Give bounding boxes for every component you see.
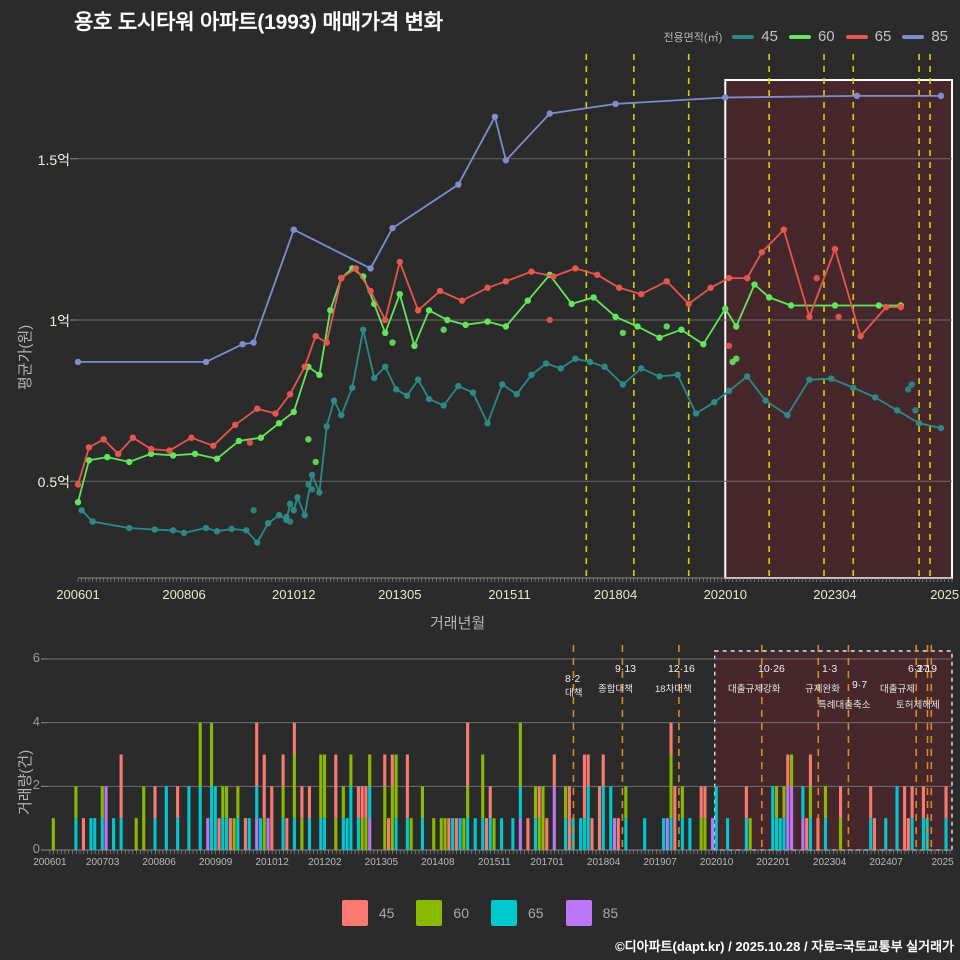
bar-x-tick-15: 202407 bbox=[869, 857, 903, 868]
legend-bottom-item-85: 85 bbox=[565, 900, 619, 926]
line-scatter-points bbox=[246, 274, 919, 525]
bar-x-tick-9: 201701 bbox=[530, 857, 564, 868]
bar-x-tick-5: 201202 bbox=[308, 857, 342, 868]
line-x-tick-8: 2025 bbox=[930, 587, 960, 602]
legend-top-title: 전용면적(㎡) bbox=[663, 31, 723, 44]
legend-bottom-swatch-60 bbox=[416, 900, 443, 926]
line-x-tick-3: 201305 bbox=[378, 587, 422, 602]
line-x-tick-6: 202010 bbox=[703, 587, 747, 602]
bar-x-tick-2: 200806 bbox=[142, 857, 176, 868]
legend-bottom-swatch-65 bbox=[491, 900, 517, 926]
bar-x-tick-11: 201907 bbox=[643, 857, 677, 868]
bar-x-tick-8: 201511 bbox=[478, 857, 511, 868]
legend-bottom-label-65: 65 bbox=[528, 905, 544, 921]
line-series-45 bbox=[78, 326, 945, 546]
annotation-date-6: 3·19 bbox=[916, 663, 938, 675]
legend-label-45: 45 bbox=[761, 28, 778, 45]
line-series-65 bbox=[74, 226, 905, 488]
annotation-label-4: 규제완화 bbox=[805, 684, 840, 695]
line-y-tick-2: 1.5억 bbox=[37, 151, 70, 168]
annotation-label-3: 대출규제강화 bbox=[728, 684, 781, 695]
annotation-label-7: 대출규제 bbox=[880, 684, 915, 695]
legend-label-65: 65 bbox=[874, 28, 892, 45]
bar-x-tick-14: 202304 bbox=[812, 857, 847, 868]
line-x-tick-4: 201511 bbox=[488, 587, 531, 602]
legend-swatch-60 bbox=[788, 34, 811, 39]
line-y-tick-1: 1억 bbox=[49, 313, 70, 329]
annotation-label-2: 18차대책 bbox=[655, 684, 692, 695]
volume-bar-chart bbox=[0, 645, 960, 895]
legend-bottom-item-60: 60 bbox=[416, 900, 469, 926]
annotation-label-1: 종합대책 bbox=[598, 684, 633, 695]
bar-x-tick-4: 201012 bbox=[255, 857, 289, 868]
page-title: 용호 도시타워 아파트(1993) 매매가격 변화 bbox=[74, 11, 443, 34]
annotation-label-5: 특례대출축소 bbox=[818, 700, 871, 711]
bar-x-tick-10: 201804 bbox=[586, 857, 621, 868]
line-x-tick-5: 201804 bbox=[593, 587, 638, 602]
bar-x-tick-6: 201305 bbox=[364, 857, 399, 868]
bar-x-tick-13: 202201 bbox=[756, 857, 790, 868]
legend-swatch-85 bbox=[902, 34, 925, 39]
price-line-chart bbox=[70, 54, 953, 582]
bar-y-tick-2: 4 bbox=[32, 713, 40, 729]
legend-label-60: 60 bbox=[817, 28, 835, 45]
bar-x-tick-12: 202010 bbox=[699, 857, 734, 868]
annotation-date-1: 9·13 bbox=[615, 663, 637, 675]
bar-y-tick-3: 6 bbox=[32, 650, 40, 665]
legend-bottom-label-45: 45 bbox=[378, 905, 395, 921]
line-x-tick-1: 200806 bbox=[162, 587, 206, 602]
line-chart-y-axis-title: 평균가(원) bbox=[17, 324, 34, 390]
legend-top: 전용면적(㎡) 45 60 65 85 bbox=[663, 28, 952, 45]
annotation-label-0: 대책 bbox=[565, 688, 583, 699]
legend-bottom-label-85: 85 bbox=[602, 905, 619, 921]
annotation-label-6: 토허제해제 bbox=[896, 700, 940, 711]
annotation-date-3: 10·26 bbox=[758, 663, 785, 675]
legend-bottom-swatch-45 bbox=[341, 900, 368, 926]
bar-group bbox=[51, 722, 948, 850]
bar-x-tick-7: 201408 bbox=[421, 857, 455, 868]
bar-x-tick-0: 200601 bbox=[33, 857, 67, 868]
annotation-date-7: 6·27 bbox=[908, 663, 930, 675]
line-x-tick-0: 200601 bbox=[56, 587, 100, 602]
line-chart-x-axis-title: 거래년월 bbox=[430, 615, 486, 632]
annotation-date-0: 8·2 bbox=[565, 673, 581, 685]
legend-bottom-label-60: 60 bbox=[453, 905, 469, 921]
bar-y-tick-0: 0 bbox=[32, 841, 40, 856]
bar-x-tick-16: 2025 bbox=[931, 857, 954, 868]
line-y-tick-0: 0.5억 bbox=[37, 474, 70, 491]
annotation-date-4: 1·3 bbox=[822, 663, 838, 675]
annotation-date-5: 9·7 bbox=[852, 679, 868, 691]
bar-x-tick-1: 200703 bbox=[85, 857, 120, 868]
line-x-tick-2: 201012 bbox=[272, 587, 316, 602]
legend-bottom-item-65: 65 bbox=[491, 900, 544, 926]
line-series-85 bbox=[74, 92, 945, 366]
legend-swatch-45 bbox=[732, 34, 755, 39]
legend-bottom: 45 60 65 85 bbox=[0, 900, 960, 926]
legend-bottom-item-45: 45 bbox=[341, 900, 395, 926]
legend-label-85: 85 bbox=[931, 28, 948, 45]
annotation-date-2: 12·16 bbox=[668, 663, 695, 675]
bar-y-tick-1: 2 bbox=[32, 777, 40, 793]
legend-swatch-65 bbox=[845, 34, 868, 39]
bar-x-tick-3: 200909 bbox=[198, 857, 233, 868]
footer-credit: ©디아파트(dapt.kr) / 2025.10.28 / 자료=국토교통부 실… bbox=[615, 939, 954, 954]
legend-bottom-swatch-85 bbox=[565, 900, 592, 926]
line-x-tick-7: 202304 bbox=[813, 587, 857, 602]
